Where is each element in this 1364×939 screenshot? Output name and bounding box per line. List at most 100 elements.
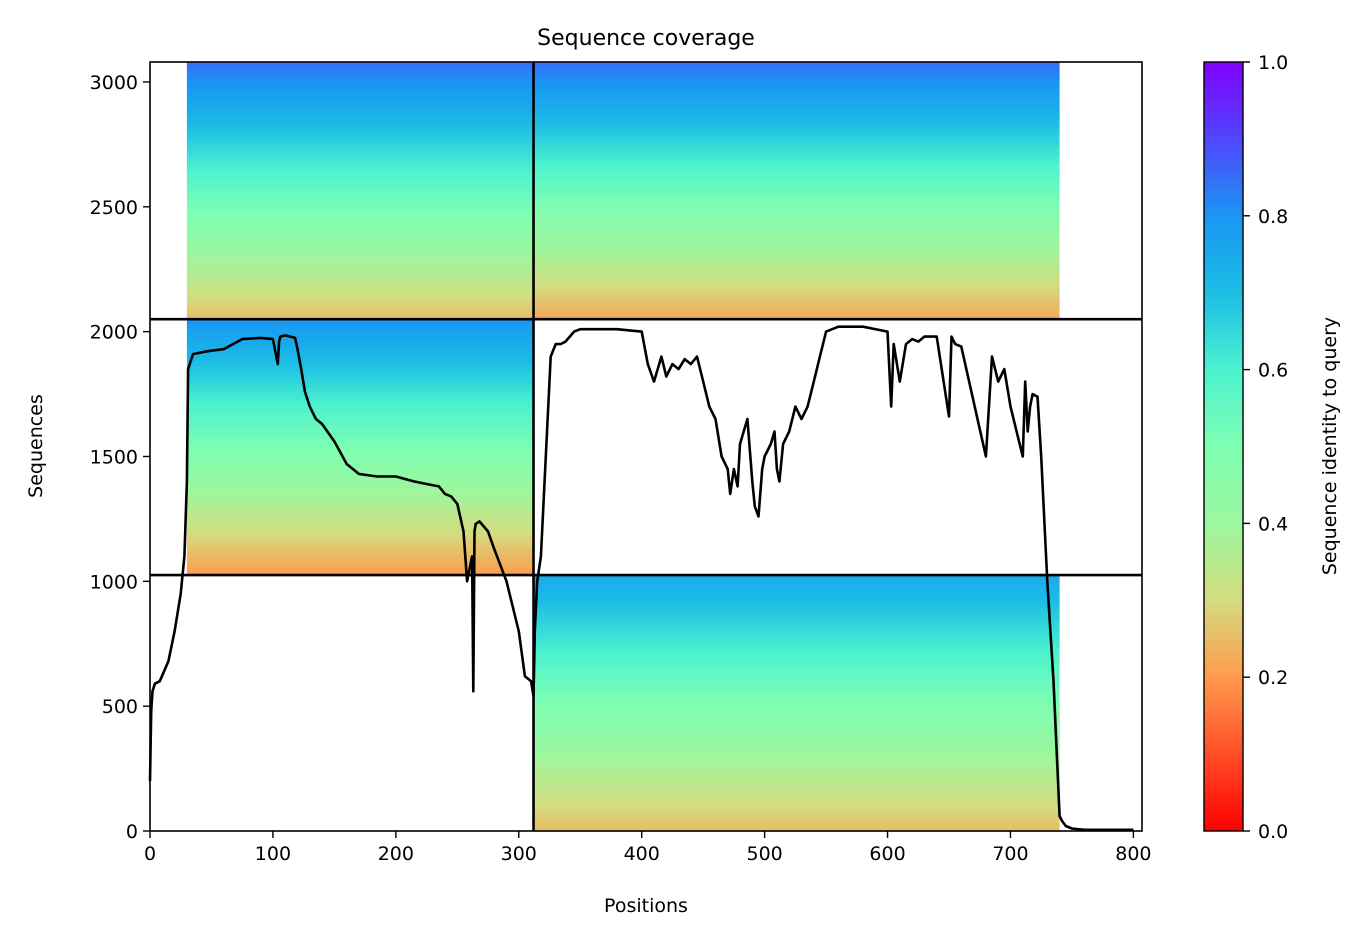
x-tick-label: 300: [501, 843, 537, 865]
msa-band: [186, 70, 534, 76]
msa-band: [533, 613, 1060, 619]
msa-band: [186, 177, 534, 183]
msa-band: [186, 413, 534, 418]
msa-band: [533, 651, 1060, 657]
msa-band: [533, 779, 1060, 785]
msa-band: [186, 562, 534, 568]
msa-band: [186, 545, 534, 551]
msa-band: [533, 134, 1060, 140]
msa-band: [186, 485, 534, 491]
msa-band: [186, 391, 534, 397]
msa-band: [186, 122, 534, 127]
msa-band: [533, 96, 1060, 102]
msa-band: [533, 259, 1060, 265]
msa-band: [533, 66, 1060, 72]
x-tick-label: 500: [746, 843, 782, 865]
msa-band: [186, 272, 534, 277]
msa-band: [186, 459, 534, 465]
msa-band: [186, 361, 534, 367]
msa-band: [533, 173, 1060, 179]
msa-band: [186, 357, 534, 363]
msa-band: [186, 434, 534, 440]
msa-band: [186, 229, 534, 235]
msa-band: [533, 818, 1060, 824]
msa-band: [186, 404, 534, 410]
msa-band: [533, 720, 1060, 725]
msa-band: [533, 186, 1060, 192]
msa-band: [533, 809, 1060, 815]
msa-band: [186, 532, 534, 538]
msa-band: [533, 254, 1060, 260]
msa-band: [533, 70, 1060, 76]
msa-band: [533, 224, 1060, 230]
msa-band: [533, 703, 1060, 708]
msa-band: [533, 630, 1060, 636]
msa-band: [533, 237, 1060, 243]
msa-band: [533, 194, 1060, 200]
colorbar-gradient-bar: [1203, 61, 1244, 832]
msa-band: [186, 536, 534, 542]
msa-band: [533, 728, 1060, 734]
msa-band: [186, 430, 534, 435]
msa-band: [533, 62, 1060, 67]
msa-band: [533, 690, 1060, 696]
msa-band: [533, 660, 1060, 666]
msa-band: [186, 96, 534, 102]
msa-band: [186, 83, 534, 89]
msa-band: [533, 754, 1060, 760]
msa-band: [533, 686, 1060, 691]
y-axis-ticks: 0 500 1000 1500 2000 2500 3000: [90, 72, 150, 843]
msa-band: [533, 600, 1060, 606]
msa-band: [533, 143, 1060, 149]
msa-band: [533, 113, 1060, 119]
msa-band: [533, 130, 1060, 136]
msa-band: [186, 553, 534, 559]
msa-band: [533, 758, 1060, 764]
msa-band: [533, 724, 1060, 730]
msa-band: [533, 681, 1060, 687]
msa-band: [533, 229, 1060, 235]
msa-band: [533, 792, 1060, 798]
msa-band: [186, 117, 534, 123]
msa-band: [533, 741, 1060, 747]
msa-band: [533, 656, 1060, 661]
msa-band: [533, 92, 1060, 97]
msa-band: [533, 668, 1060, 674]
msa-band: [533, 643, 1060, 649]
msa-band: [186, 528, 534, 534]
msa-band: [186, 259, 534, 265]
msa-band: [186, 280, 534, 286]
msa-band: [533, 767, 1060, 772]
msa-band: [533, 805, 1060, 811]
msa-band: [186, 169, 534, 175]
msa-band: [533, 677, 1060, 683]
msa-band: [186, 570, 534, 576]
msa-band: [186, 242, 534, 247]
msa-band: [533, 626, 1060, 632]
msa-band: [533, 647, 1060, 653]
msa-band: [533, 604, 1060, 610]
msa-band: [186, 297, 534, 303]
msa-band: [533, 220, 1060, 226]
msa-band: [186, 79, 534, 84]
msa-band: [533, 583, 1060, 589]
y-tick-label: 2000: [90, 322, 138, 344]
y-tick-label: 1500: [90, 446, 138, 468]
x-tick-label: 0: [144, 843, 156, 865]
msa-band: [533, 796, 1060, 802]
msa-band: [186, 502, 534, 508]
x-tick-label: 600: [869, 843, 905, 865]
msa-band: [533, 147, 1060, 153]
msa-band: [186, 349, 534, 354]
msa-band: [533, 104, 1060, 110]
msa-band: [186, 173, 534, 179]
msa-band: [533, 250, 1060, 256]
msa-band: [533, 289, 1060, 295]
msa-band: [533, 634, 1060, 640]
y-tick-label: 0: [126, 821, 138, 843]
msa-band: [533, 310, 1060, 316]
msa-band: [186, 400, 534, 406]
msa-band: [533, 579, 1060, 585]
msa-band: [186, 134, 534, 140]
msa-band: [186, 314, 534, 320]
